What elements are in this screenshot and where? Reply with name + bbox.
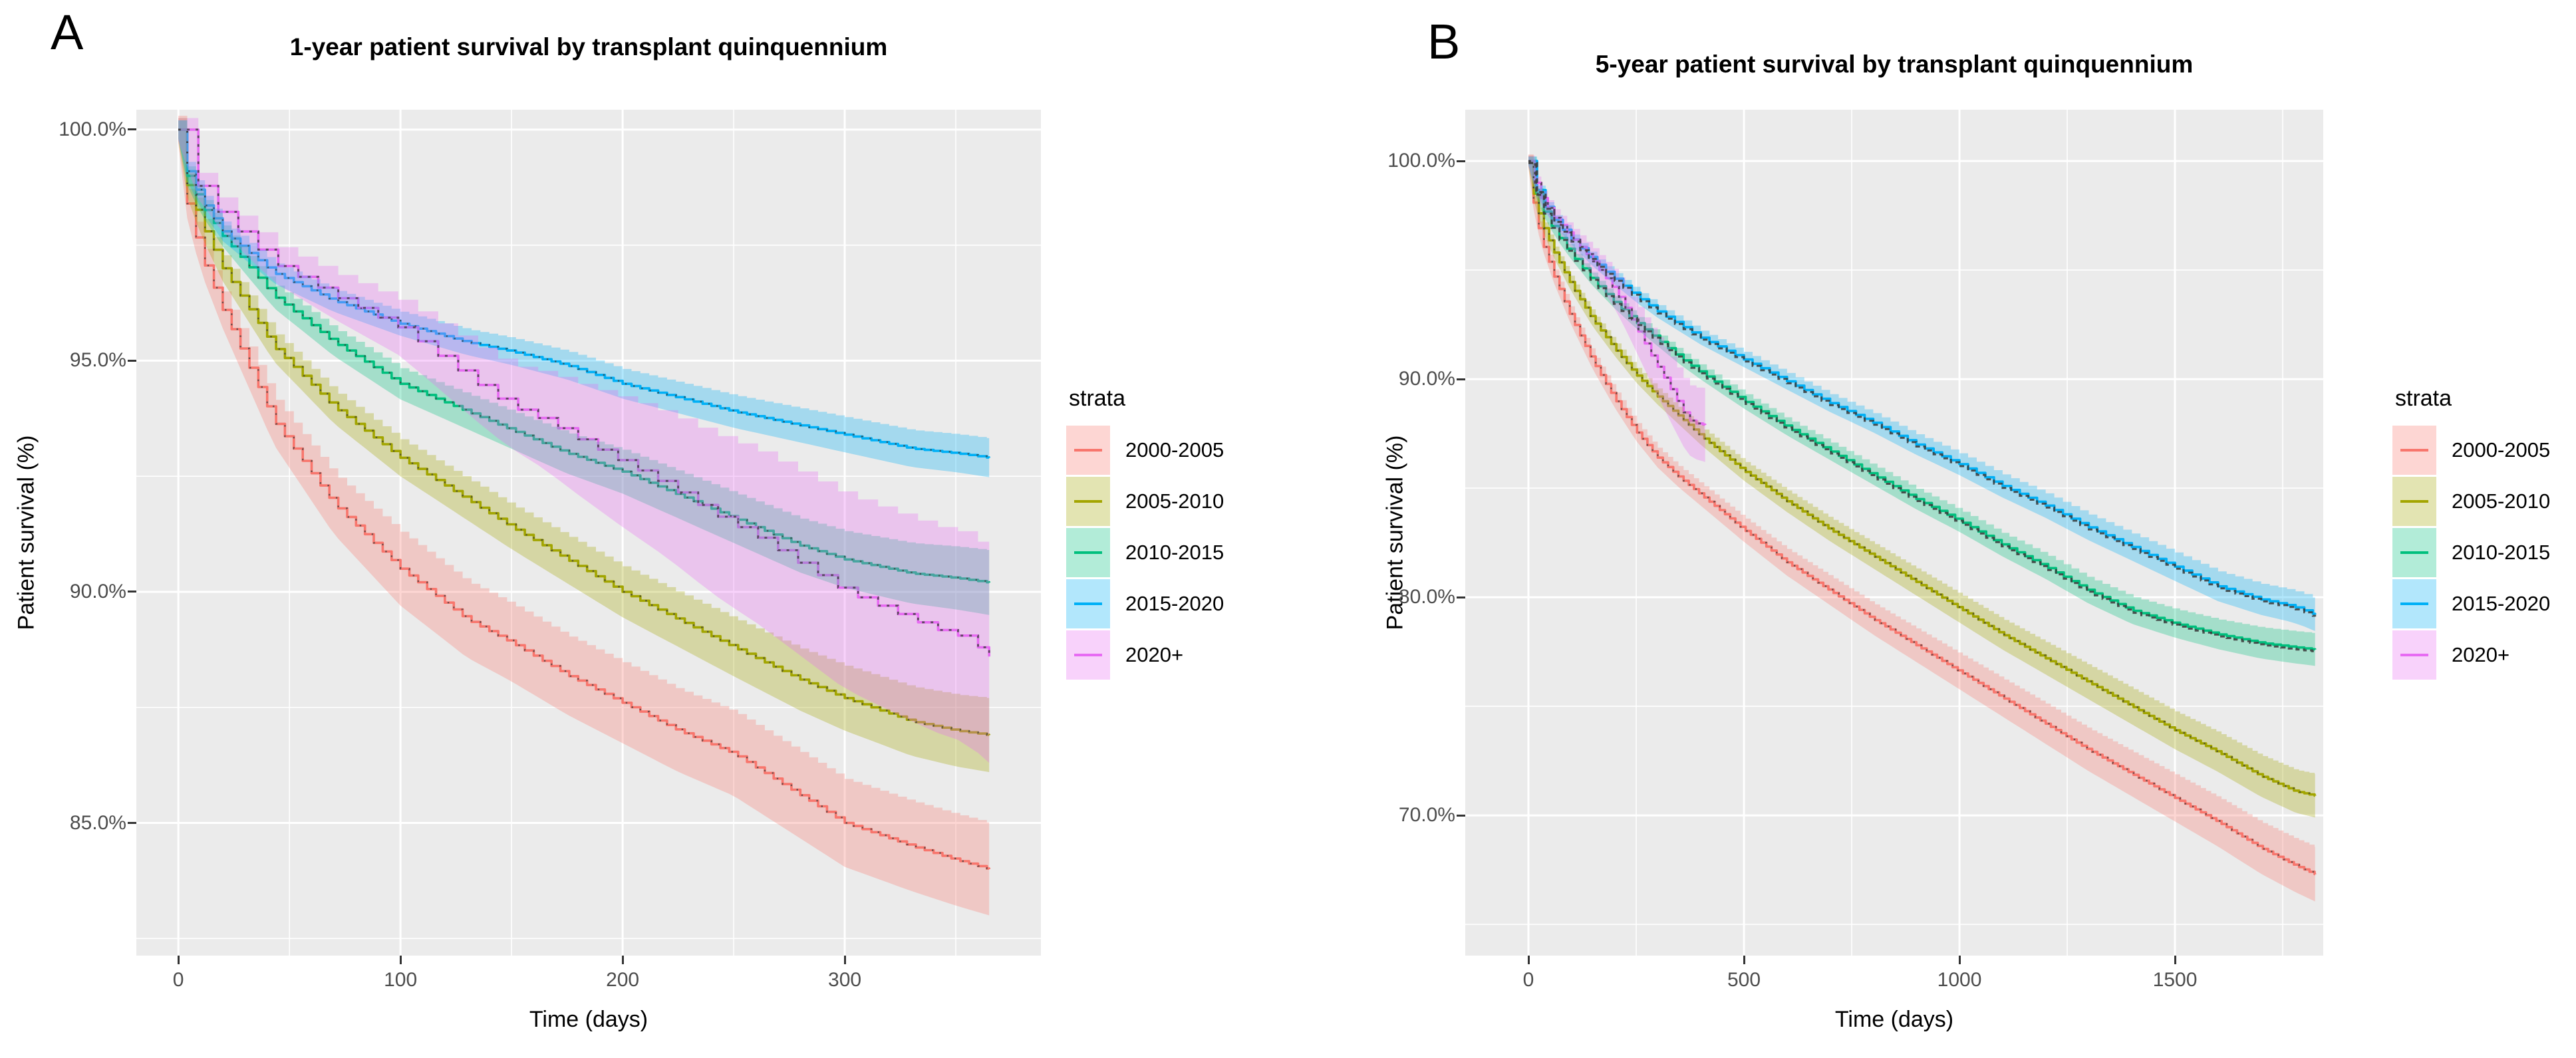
legend-label: 2010-2015 bbox=[2452, 541, 2551, 564]
legend-key-line bbox=[1074, 551, 1102, 554]
legend-key-line bbox=[2400, 551, 2428, 554]
y-tick-label: 100.0% bbox=[1387, 150, 1455, 172]
legend-label: 2020+ bbox=[1125, 643, 1184, 666]
panel-a-letter: A bbox=[51, 5, 84, 60]
legend-key-2005-2010 bbox=[2392, 477, 2436, 526]
legend-key-line bbox=[2400, 500, 2428, 503]
y-tick-mark bbox=[128, 591, 136, 593]
legend-key-2015-2020 bbox=[1066, 579, 1110, 628]
x-tick-label: 1500 bbox=[2152, 969, 2198, 991]
legend-key-2020+ bbox=[1066, 630, 1110, 680]
x-tick-mark bbox=[621, 956, 624, 964]
legend-key-line bbox=[1074, 449, 1102, 452]
panel-b-legend-title: strata bbox=[2395, 386, 2452, 411]
legend-label: 2010-2015 bbox=[1125, 541, 1224, 564]
y-tick-label: 95.0% bbox=[69, 349, 126, 372]
legend-key-2000-2005 bbox=[2392, 426, 2436, 475]
panel-b-x-axis-title: Time (days) bbox=[1834, 1007, 1954, 1032]
legend-key-2010-2015 bbox=[2392, 528, 2436, 577]
x-tick-label: 0 bbox=[1522, 969, 1534, 991]
legend-key-2020+ bbox=[2392, 630, 2436, 680]
y-tick-label: 70.0% bbox=[1398, 804, 1455, 827]
legend-label: 2000-2005 bbox=[1125, 438, 1224, 462]
legend-key-line bbox=[1074, 654, 1102, 656]
y-tick-mark bbox=[128, 128, 136, 131]
legend-key-2005-2010 bbox=[1066, 477, 1110, 526]
panel-a-title: 1-year patient survival by transplant qu… bbox=[289, 33, 888, 61]
y-tick-label: 100.0% bbox=[59, 118, 126, 140]
y-tick-mark bbox=[1457, 160, 1465, 162]
x-tick-mark bbox=[1527, 956, 1530, 964]
x-tick-label: 500 bbox=[1727, 969, 1761, 991]
legend-label: 2000-2005 bbox=[2452, 438, 2551, 462]
panel-b-plot bbox=[1465, 110, 2323, 956]
x-tick-mark bbox=[843, 956, 846, 964]
y-tick-mark bbox=[1457, 378, 1465, 380]
x-tick-label: 1000 bbox=[1937, 969, 1982, 991]
y-tick-label: 90.0% bbox=[1398, 368, 1455, 390]
y-tick-mark bbox=[128, 822, 136, 824]
x-tick-label: 200 bbox=[606, 969, 640, 991]
legend-label: 2015-2020 bbox=[2452, 592, 2551, 615]
legend-label: 2015-2020 bbox=[1125, 592, 1224, 615]
panel-b-title: 5-year patient survival by transplant qu… bbox=[1595, 51, 2194, 78]
y-tick-label: 80.0% bbox=[1398, 586, 1455, 608]
y-tick-label: 85.0% bbox=[69, 811, 126, 834]
legend-key-line bbox=[2400, 449, 2428, 452]
legend-key-2015-2020 bbox=[2392, 579, 2436, 628]
x-tick-mark bbox=[177, 956, 180, 964]
x-tick-mark bbox=[1743, 956, 1745, 964]
x-tick-label: 0 bbox=[172, 969, 184, 991]
panel-a-x-axis-title: Time (days) bbox=[529, 1007, 648, 1032]
legend-key-2000-2005 bbox=[1066, 426, 1110, 475]
x-tick-label: 100 bbox=[384, 969, 418, 991]
panel-b-letter: B bbox=[1427, 14, 1461, 69]
legend-label: 2020+ bbox=[2452, 643, 2510, 666]
x-tick-label: 300 bbox=[828, 969, 862, 991]
legend-key-line bbox=[2400, 654, 2428, 656]
y-tick-label: 90.0% bbox=[69, 580, 126, 602]
x-tick-mark bbox=[399, 956, 402, 964]
legend-key-line bbox=[1074, 602, 1102, 605]
x-tick-mark bbox=[1958, 956, 1961, 964]
y-tick-mark bbox=[1457, 596, 1465, 598]
legend-key-2010-2015 bbox=[1066, 528, 1110, 577]
legend-key-line bbox=[2400, 602, 2428, 605]
y-tick-mark bbox=[1457, 814, 1465, 817]
panel-a-plot bbox=[136, 110, 1041, 956]
x-tick-mark bbox=[2174, 956, 2176, 964]
legend-label: 2005-2010 bbox=[1125, 489, 1224, 513]
legend-label: 2005-2010 bbox=[2452, 489, 2551, 513]
legend-key-line bbox=[1074, 500, 1102, 503]
y-tick-mark bbox=[128, 359, 136, 362]
panel-a-legend-title: strata bbox=[1069, 386, 1126, 411]
